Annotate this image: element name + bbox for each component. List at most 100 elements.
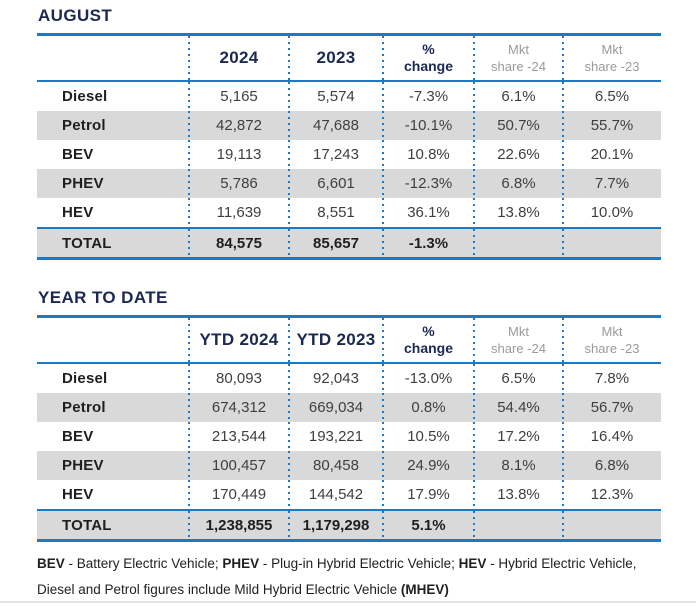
footnote-line-1: BEV - Battery Electric Vehicle; PHEV - P… <box>37 551 661 577</box>
ytd-corner-cell <box>37 318 189 362</box>
header-line: Mkt <box>601 324 623 339</box>
header-line: Mkt <box>508 324 529 339</box>
table-row-petrol: Petrol 42,872 47,688 -10.1% 50.7% 55.7% <box>37 111 661 140</box>
report-content: AUGUST 2024 2023 % change Mkt share -24 … <box>37 0 661 603</box>
table-cell <box>562 229 661 257</box>
table-row-total: TOTAL 1,238,855 1,179,298 5.1% <box>37 509 661 542</box>
table-row-diesel: Diesel 80,093 92,043 -13.0% 6.5% 7.8% <box>37 364 661 393</box>
header-line: share -23 <box>584 341 640 356</box>
table-cell: 5.1% <box>382 511 474 539</box>
table-row-phev: PHEV 5,786 6,601 -12.3% 6.8% 7.7% <box>37 169 661 198</box>
table-row-hev: HEV 11,639 8,551 36.1% 13.8% 10.0% <box>37 198 661 227</box>
august-header-row: 2024 2023 % change Mkt share -24 Mkt sha… <box>37 33 661 82</box>
table-cell: 6.5% <box>562 82 661 111</box>
ytd-col-header-2023: YTD 2023 <box>288 318 383 362</box>
table-cell: 5,786 <box>188 169 289 198</box>
ytd-section-title: YEAR TO DATE <box>38 288 168 307</box>
footnote-segment: Diesel and Petrol figures include Mild H… <box>37 582 401 597</box>
header-line: share -24 <box>491 341 546 356</box>
header-line: share -24 <box>491 59 546 74</box>
table-cell: 170,449 <box>188 480 289 509</box>
table-cell: 6.8% <box>562 451 661 480</box>
table-cell: -7.3% <box>382 82 474 111</box>
table-cell: 24.9% <box>382 451 474 480</box>
ytd-col-header-2024: YTD 2024 <box>188 318 289 362</box>
ytd-header-row: YTD 2024 YTD 2023 % change Mkt share -24… <box>37 315 661 364</box>
table-cell: 80,458 <box>288 451 383 480</box>
table-cell: 92,043 <box>288 364 383 393</box>
table-cell: 84,575 <box>188 229 289 257</box>
footnote-segment: - Battery Electric Vehicle; <box>64 556 223 571</box>
footnote-segment: PHEV <box>222 556 260 571</box>
table-cell: 11,639 <box>188 198 289 227</box>
table-row-bev: BEV 19,113 17,243 10.8% 22.6% 20.1% <box>37 140 661 169</box>
table-row-diesel: Diesel 5,165 5,574 -7.3% 6.1% 6.5% <box>37 82 661 111</box>
table-cell: 42,872 <box>188 111 289 140</box>
ytd-col-header-pct-change: % change <box>382 318 474 362</box>
table-cell: -1.3% <box>382 229 474 257</box>
table-cell: 6,601 <box>288 169 383 198</box>
table-cell <box>562 511 661 539</box>
table-cell: 100,457 <box>188 451 289 480</box>
table-cell: 55.7% <box>562 111 661 140</box>
row-label: Petrol <box>62 399 106 416</box>
table-row-phev: PHEV 100,457 80,458 24.9% 8.1% 6.8% <box>37 451 661 480</box>
table-cell: 17.9% <box>382 480 474 509</box>
table-cell: -10.1% <box>382 111 474 140</box>
table-cell: 19,113 <box>188 140 289 169</box>
table-row-bev: BEV 213,544 193,221 10.5% 17.2% 16.4% <box>37 422 661 451</box>
footnote-segment: BEV <box>37 556 65 571</box>
table-cell: -12.3% <box>382 169 474 198</box>
table-cell: 144,542 <box>288 480 383 509</box>
table-cell: 36.1% <box>382 198 474 227</box>
footnote-segment: - Plug-in Hybrid Electric Vehicle; <box>259 556 459 571</box>
header-line: change <box>403 58 453 74</box>
footnote-segment: HEV <box>458 556 487 571</box>
table-cell: 1,238,855 <box>188 511 289 539</box>
table-cell: 85,657 <box>288 229 383 257</box>
bottom-divider <box>0 601 696 603</box>
table-cell: 213,544 <box>188 422 289 451</box>
table-cell: 10.0% <box>562 198 661 227</box>
table-row-petrol: Petrol 674,312 669,034 0.8% 54.4% 56.7% <box>37 393 661 422</box>
row-label: Diesel <box>62 370 108 387</box>
table-cell: 47,688 <box>288 111 383 140</box>
table-cell: 7.8% <box>562 364 661 393</box>
table-cell: 56.7% <box>562 393 661 422</box>
august-col-header-pct-change: % change <box>382 36 474 80</box>
table-row-hev: HEV 170,449 144,542 17.9% 13.8% 12.3% <box>37 480 661 509</box>
august-col-header-2024: 2024 <box>188 36 289 80</box>
header-line: Mkt <box>601 42 623 57</box>
table-cell: 20.1% <box>562 140 661 169</box>
table-cell: 22.6% <box>473 140 563 169</box>
table-cell: 10.8% <box>382 140 474 169</box>
table-cell: 193,221 <box>288 422 383 451</box>
table-cell: 5,574 <box>288 82 383 111</box>
table-cell: 5,165 <box>188 82 289 111</box>
table-cell: 13.8% <box>473 480 563 509</box>
table-cell: 16.4% <box>562 422 661 451</box>
row-label: Diesel <box>62 88 108 105</box>
table-cell: 17.2% <box>473 422 563 451</box>
table-cell: 0.8% <box>382 393 474 422</box>
table-cell: 1,179,298 <box>288 511 383 539</box>
table-cell: 17,243 <box>288 140 383 169</box>
august-col-header-mkt-share-23: Mkt share -23 <box>562 36 661 80</box>
header-line: share -23 <box>584 59 640 74</box>
row-label: BEV <box>62 428 94 445</box>
row-label: TOTAL <box>62 234 112 252</box>
august-table: 2024 2023 % change Mkt share -24 Mkt sha… <box>37 33 661 260</box>
table-cell: 10.5% <box>382 422 474 451</box>
table-cell: 50.7% <box>473 111 563 140</box>
august-corner-cell <box>37 36 189 80</box>
august-section-title: AUGUST <box>38 6 113 25</box>
header-line: change <box>403 340 453 356</box>
footnote-line-2: Diesel and Petrol figures include Mild H… <box>37 577 661 603</box>
header-line: % <box>422 41 435 57</box>
table-cell: 13.8% <box>473 198 563 227</box>
table-cell: 6.8% <box>473 169 563 198</box>
ytd-col-header-mkt-share-24: Mkt share -24 <box>473 318 563 362</box>
table-cell: 7.7% <box>562 169 661 198</box>
ytd-col-header-mkt-share-23: Mkt share -23 <box>562 318 661 362</box>
table-cell: 674,312 <box>188 393 289 422</box>
